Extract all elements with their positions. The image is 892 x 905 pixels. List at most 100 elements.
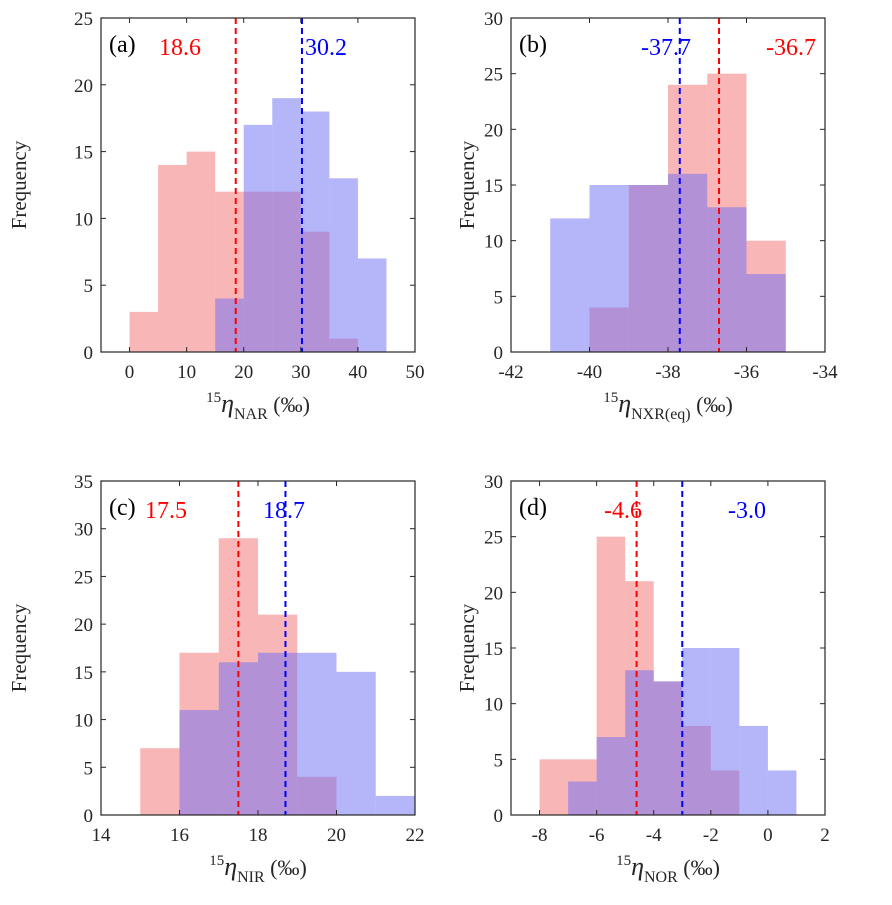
bar-blue-4: [336, 671, 376, 815]
y-tick-label: 15: [74, 663, 93, 684]
y-tick-label: 15: [484, 176, 503, 197]
bar-blue-6: [739, 725, 768, 815]
y-tick-label: 5: [84, 276, 94, 297]
bar-blue-2: [625, 670, 654, 815]
x-tick-label: -36: [734, 362, 759, 383]
mean-label-red: -4.6: [604, 498, 642, 524]
y-tick-label: 25: [74, 567, 93, 588]
bar-blue-3: [668, 173, 708, 352]
bar-blue-4: [707, 207, 747, 352]
y-tick-label: 10: [484, 232, 503, 253]
x-tick-label: -34: [812, 362, 838, 383]
x-tick-label: 0: [125, 362, 135, 383]
bar-blue-4: [682, 648, 711, 815]
y-axis-label: Frequency: [455, 603, 479, 692]
x-tick-label: 14: [92, 825, 112, 846]
y-axis-label: Frequency: [7, 603, 31, 692]
x-tick-label: -8: [532, 825, 548, 846]
bar-blue-3: [300, 111, 330, 353]
y-tick-label: 20: [484, 120, 503, 141]
x-tick-label: -40: [577, 362, 602, 383]
mean-label-red: 17.5: [145, 498, 187, 524]
bar-blue-3: [653, 681, 683, 815]
bar-blue-2: [258, 652, 298, 815]
bar-red-0: [129, 311, 159, 352]
x-tick-label: 50: [406, 362, 425, 383]
y-tick-label: 10: [74, 711, 93, 732]
x-tick-label: 16: [170, 825, 189, 846]
bar-blue-1: [243, 124, 273, 352]
bar-blue-0: [568, 781, 597, 815]
bar-blue-1: [218, 662, 258, 815]
x-tick-label: -42: [498, 362, 523, 383]
panel-0: 0 10 20 30 40 50 0 5 10 15 20 25 Frequency 15ηNAR (‰)…: [7, 9, 425, 423]
x-tick-label: 40: [348, 362, 367, 383]
panel-label: (b): [519, 32, 547, 58]
y-tick-label: 20: [74, 76, 93, 97]
panel-label: (a): [109, 32, 136, 58]
axes-box: [100, 17, 416, 353]
y-tick-label: 30: [74, 520, 93, 541]
mean-label-blue: 30.2: [305, 35, 347, 61]
bar-blue-7: [767, 770, 797, 815]
y-tick-label: 5: [84, 758, 94, 779]
panel-label: (d): [519, 495, 547, 521]
panel-2: 14 16 18 20 22 0 5 10 15 20 25 30 35 Frequency 15ηNIR …: [7, 472, 425, 886]
y-tick-label: 35: [74, 472, 93, 493]
y-tick-label: 20: [484, 583, 503, 604]
y-tick-label: 15: [484, 639, 503, 660]
bar-blue-1: [596, 737, 626, 815]
y-tick-label: 0: [494, 343, 504, 364]
y-tick-label: 25: [74, 9, 93, 30]
mean-label-blue: -3.0: [728, 498, 766, 524]
y-axis-label: Frequency: [455, 140, 479, 229]
y-tick-label: 5: [494, 287, 504, 308]
bar-blue-3: [297, 652, 337, 815]
y-tick-label: 15: [74, 143, 93, 164]
bar-blue-5: [746, 274, 786, 352]
x-tick-label: -2: [703, 825, 719, 846]
bar-red-1: [158, 164, 187, 352]
x-axis-label: 15ηNAR (‰): [206, 389, 310, 423]
bar-red-0: [539, 759, 569, 815]
bar-red-0: [140, 748, 180, 815]
bar-blue-5: [357, 258, 387, 352]
y-axis-label: Frequency: [7, 140, 31, 229]
x-tick-label: -4: [646, 825, 662, 846]
y-tick-label: 20: [74, 615, 93, 636]
panel-1: -42 -40 -38 -36 -34 0 5 10 15 20 25 30 Frequency 15ηN…: [455, 9, 838, 423]
mean-label-blue: -37.7: [641, 35, 691, 61]
y-tick-label: 25: [484, 528, 503, 549]
mean-label-blue: 18.7: [263, 498, 305, 524]
y-tick-label: 0: [494, 806, 504, 827]
x-tick-label: 20: [327, 825, 346, 846]
y-tick-label: 0: [84, 806, 94, 827]
panel-label: (c): [109, 495, 136, 521]
y-tick-label: 25: [484, 65, 503, 86]
bar-blue-2: [628, 185, 668, 352]
bar-red-2: [186, 151, 216, 352]
mean-label-red: -36.7: [766, 35, 816, 61]
bar-blue-2: [272, 98, 301, 352]
x-axis-label: 15ηNOR (‰): [616, 852, 720, 886]
x-tick-label: 18: [249, 825, 268, 846]
x-axis-label: 15ηNIR (‰): [209, 852, 307, 886]
x-tick-label: 30: [291, 362, 310, 383]
y-tick-label: 5: [494, 750, 504, 771]
bar-blue-0: [179, 710, 219, 815]
x-tick-label: -38: [655, 362, 680, 383]
x-tick-label: 22: [406, 825, 425, 846]
x-tick-label: 2: [820, 825, 830, 846]
bar-blue-0: [215, 298, 244, 352]
bar-blue-4: [329, 178, 358, 352]
bar-blue-5: [375, 795, 415, 815]
y-tick-label: 10: [484, 695, 503, 716]
bar-blue-5: [710, 648, 740, 815]
x-tick-label: 10: [177, 362, 196, 383]
x-tick-label: 20: [234, 362, 253, 383]
y-tick-label: 0: [84, 343, 94, 364]
bar-blue-1: [589, 185, 629, 352]
y-tick-label: 30: [484, 472, 503, 493]
